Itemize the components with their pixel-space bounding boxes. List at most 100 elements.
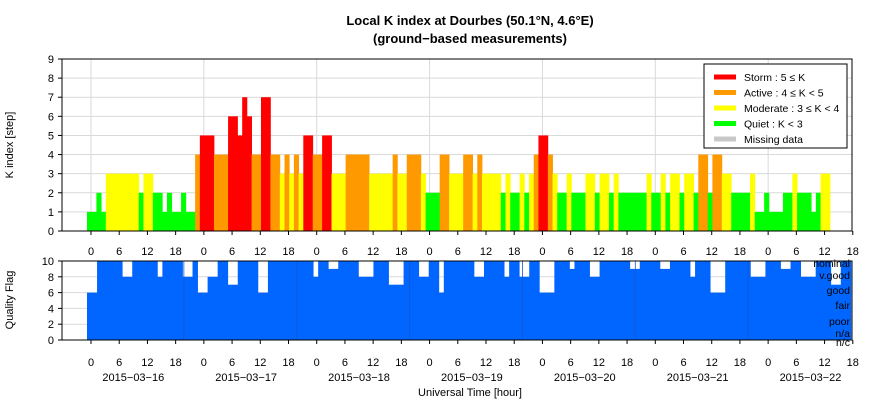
k-index-bar <box>232 116 238 231</box>
quality-flag-bar <box>328 268 334 340</box>
k-index-bar <box>646 173 652 231</box>
k-index-bar <box>717 154 723 231</box>
k-index-x-tick-label: 6 <box>455 246 461 258</box>
k-index-bar <box>458 173 464 231</box>
k-index-bar <box>444 154 450 231</box>
quality-flag-x-tick-label: 6 <box>116 357 122 369</box>
k-index-bar <box>148 173 154 231</box>
legend-label: Quiet : K < 3 <box>744 119 803 131</box>
k-index-bar <box>91 211 97 231</box>
k-index-bar <box>684 173 690 231</box>
quality-flag-bar <box>277 261 284 340</box>
k-index-x-tick-label: 0 <box>201 246 207 258</box>
k-index-x-tick-label: 18 <box>395 246 407 258</box>
quality-flag-y-tick-label: 0 <box>48 335 54 347</box>
k-index-bar <box>87 211 93 231</box>
k-index-bar <box>213 154 220 231</box>
k-index-bar <box>557 192 563 231</box>
k-index-bar <box>350 154 356 231</box>
k-index-bar <box>750 173 756 231</box>
quality-flag-bar <box>564 261 570 340</box>
quality-flag-bar <box>418 276 425 340</box>
legend-label: Missing data <box>744 134 803 146</box>
quality-flag-bar <box>343 261 349 340</box>
quality-flag-bar <box>112 261 118 340</box>
quality-flag-bar <box>840 261 847 340</box>
quality-flag-bar <box>770 261 776 340</box>
k-index-x-tick-label: 6 <box>680 246 686 258</box>
k-index-bar <box>251 154 257 231</box>
k-index-x-tick-label: 6 <box>568 246 574 258</box>
k-index-bar <box>797 192 803 231</box>
quality-flag-bar <box>403 261 410 340</box>
k-index-bar <box>623 192 629 231</box>
k-index-bar <box>670 173 676 231</box>
quality-flag-bar <box>408 261 415 340</box>
quality-flag-x-tick-label: 6 <box>229 357 235 369</box>
quality-category-label: fair <box>835 300 850 312</box>
k-index-bar <box>223 154 229 231</box>
quality-flag-x-tick-label: 6 <box>793 357 799 369</box>
date-label: 2015−03−20 <box>554 372 616 384</box>
k-index-bar <box>778 211 784 231</box>
k-index-bar <box>585 173 591 231</box>
quality-flag-bar <box>800 276 807 340</box>
quality-flag-bar <box>267 261 274 340</box>
k-index-bar <box>237 135 243 231</box>
k-index-bar <box>209 135 215 231</box>
k-index-bar <box>228 116 234 231</box>
quality-category-label: n/a <box>835 328 850 340</box>
quality-flag-bar <box>313 276 319 340</box>
k-index-bar <box>590 173 596 231</box>
quality-flag-bar <box>619 261 626 340</box>
quality-flag-x-tick-label: 12 <box>141 357 153 369</box>
k-index-bar <box>787 192 793 231</box>
k-index-bar <box>538 135 544 231</box>
k-index-bar <box>561 192 568 231</box>
k-index-bar <box>185 211 191 231</box>
quality-category-label: n/c <box>836 337 850 349</box>
quality-flag-bar <box>257 292 264 340</box>
k-index-bar <box>312 154 318 231</box>
quality-flag-bar <box>624 261 631 340</box>
quality-flag-bar <box>232 284 239 340</box>
quality-flag-bar <box>182 276 188 340</box>
quality-flag-bar <box>659 268 666 340</box>
quality-flag-bar <box>830 284 837 340</box>
k-index-bar <box>679 192 685 231</box>
quality-flag-bar <box>504 276 510 340</box>
k-index-x-tick-label: 18 <box>282 246 294 258</box>
quality-flag-bar <box>539 292 545 340</box>
k-index-bar <box>477 154 483 231</box>
k-index-x-tick-label: 12 <box>480 246 492 258</box>
quality-category-label: good <box>827 285 851 297</box>
quality-flag-bar <box>514 261 520 340</box>
k-index-bar <box>260 97 267 231</box>
quality-flag-bar <box>594 276 600 340</box>
k-index-y-tick-label: 6 <box>48 111 54 123</box>
quality-flag-bar <box>529 261 535 340</box>
k-index-x-tick-label: 6 <box>793 246 799 258</box>
quality-flag-bar <box>127 276 133 340</box>
k-index-bar <box>293 154 300 231</box>
k-index-x-tick-label: 6 <box>229 246 235 258</box>
quality-flag-y-tick-label: 6 <box>48 288 54 300</box>
quality-flag-plot-frame <box>61 260 853 341</box>
quality-flag-bar <box>755 276 761 340</box>
k-index-bar <box>463 154 469 231</box>
k-index-bar <box>547 154 553 231</box>
k-index-bar <box>486 173 492 231</box>
k-index-x-tick-label: 18 <box>734 246 746 258</box>
quality-flag-bar <box>810 276 817 340</box>
quality-flag-bar <box>554 261 560 340</box>
quality-flag-bar <box>609 261 616 340</box>
quality-flag-bar <box>117 261 123 340</box>
quality-flag-y-tick-label: 10 <box>42 256 54 268</box>
quality-flag-bar <box>835 284 842 340</box>
quality-flag-y-tick-label: 4 <box>48 303 54 315</box>
quality-flag-bar <box>795 261 801 340</box>
k-index-bar <box>359 154 365 231</box>
k-index-bar <box>397 173 403 231</box>
quality-flag-bar <box>323 261 329 340</box>
